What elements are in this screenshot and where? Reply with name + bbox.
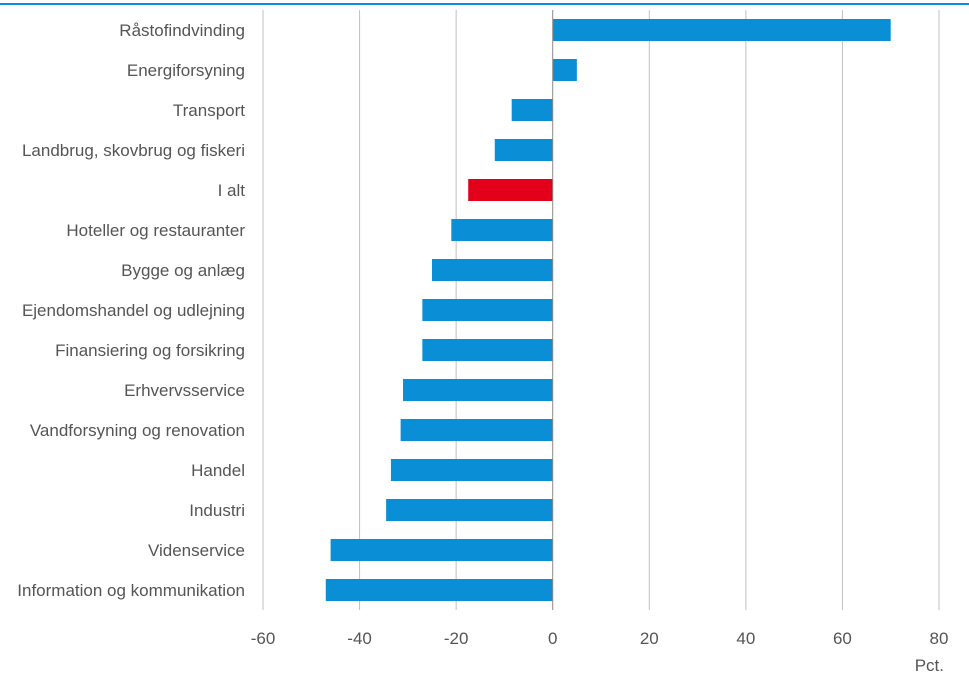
category-label: Bygge og anlæg [121,261,245,280]
category-label: Handel [191,461,245,480]
x-tick-label: 60 [833,629,852,648]
x-tick-labels: -60 -40 -20 0 20 40 60 80 [251,629,949,648]
bar [390,459,553,481]
category-label: I alt [218,181,246,200]
category-label: Erhvervsservice [124,381,245,400]
bar [468,179,553,201]
category-label: Industri [189,501,245,520]
x-tick-label: -60 [251,629,276,648]
bar [511,99,553,121]
category-label: Råstofindvinding [119,21,245,40]
category-labels: Råstofindvinding Energiforsyning Transport… [17,21,245,600]
category-label: Finansiering og forsikring [55,341,245,360]
bar [400,419,553,441]
bar [422,339,553,361]
category-label: Transport [173,101,245,120]
category-label: Information og kommunikation [17,581,245,600]
category-label: Hoteller og restauranter [66,221,245,240]
x-tick-label: 0 [548,629,557,648]
category-label: Ejendomshandel og udlejning [22,301,245,320]
bar [325,579,553,601]
bars [325,19,891,601]
gridlines [262,10,940,610]
x-tick-label: -40 [347,629,372,648]
category-label: Videnservice [148,541,245,560]
bar [552,59,577,81]
bar [422,299,553,321]
bar [403,379,553,401]
x-tick-label: 20 [640,629,659,648]
x-axis-unit-label: Pct. [915,656,944,675]
bar [330,539,553,561]
bar [451,219,553,241]
x-tick-label: -20 [444,629,469,648]
x-tick-label: 40 [736,629,755,648]
bar [494,139,553,161]
category-label: Landbrug, skovbrug og fiskeri [22,141,245,160]
bar [552,19,891,41]
category-label: Vandforsyning og renovation [30,421,245,440]
category-label: Energiforsyning [127,61,245,80]
bar [432,259,553,281]
bar [386,499,553,521]
x-tick-label: 80 [930,629,949,648]
